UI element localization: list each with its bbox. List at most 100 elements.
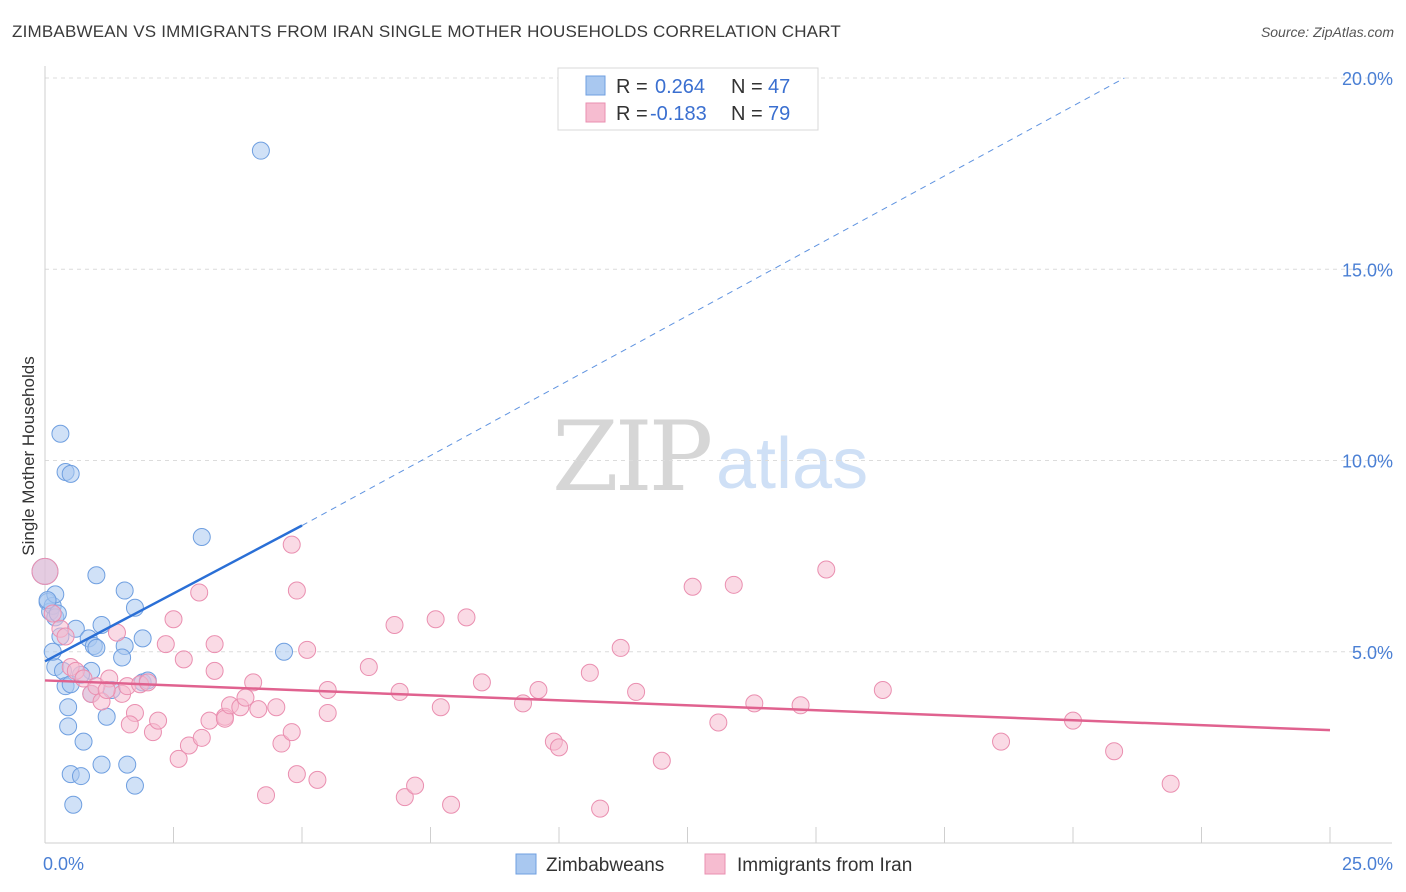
point-iran-61 (550, 738, 568, 757)
y-tick-label-0: 5.0% (1352, 643, 1393, 663)
point-iran-3 (56, 627, 75, 646)
point-iran-20 (156, 635, 175, 654)
point-iran-22 (174, 650, 193, 669)
legend-swatch-zimbabweans (585, 75, 606, 96)
point-zimbabweans-22 (97, 707, 116, 726)
point-iran-44 (298, 640, 317, 659)
point-zimbabweans-23 (59, 698, 78, 717)
watermark-atlas: atlas (716, 424, 868, 504)
point-iran-27 (200, 711, 219, 730)
legend-n-value-0: 47 (768, 76, 790, 98)
point-iran-71 (791, 696, 810, 715)
point-iran-28 (205, 661, 224, 680)
bottom-legend-swatch-iran (704, 853, 726, 875)
top-legend: R = 0.264 N = 47 R = -0.183 N = 79 (557, 67, 819, 131)
point-iran-67 (683, 577, 702, 596)
point-iran-25 (190, 583, 209, 602)
y-axis-title: Single Mother Households (19, 356, 38, 555)
point-iran-42 (287, 765, 306, 784)
x-tick-label-1: 25.0% (1342, 854, 1393, 874)
point-iran-49 (385, 615, 404, 634)
trend-lines (44, 77, 1331, 732)
point-iran-63 (591, 799, 610, 818)
point-iran-77 (1161, 774, 1180, 793)
point-zimbabweans-27 (71, 767, 90, 786)
point-iran-54 (431, 698, 450, 717)
point-iran-57 (472, 673, 491, 692)
y-tick-label-2: 15.0% (1342, 260, 1393, 280)
grid-lines (45, 77, 1392, 653)
point-iran-19 (149, 711, 168, 730)
x-tick-label-0: 0.0% (43, 854, 84, 874)
point-iran-73 (873, 681, 892, 699)
point-iran-55 (442, 795, 461, 814)
point-iran-48 (359, 658, 378, 677)
legend-n-label-1: N = (731, 103, 763, 125)
point-zimbabweans-41 (92, 755, 111, 774)
point-iran-50 (390, 682, 409, 701)
trend-line-zimbabweans (44, 524, 303, 663)
point-zimbabweans-9 (61, 464, 80, 483)
point-iran-65 (627, 682, 646, 701)
point-iran-76 (1105, 742, 1124, 761)
legend-n-value-1: 79 (768, 103, 790, 125)
point-zimbabweans-24 (59, 717, 78, 736)
point-zimbabweans-29 (87, 566, 106, 585)
tick-labels: 5.0% 10.0% 15.0% 20.0% 0.0% 25.0% (43, 69, 1393, 874)
point-iran-39 (272, 734, 291, 753)
point-iran-15 (138, 673, 157, 692)
point-iran-72 (817, 560, 836, 579)
point-iran-64 (611, 638, 630, 657)
point-zimbabweans-7 (51, 424, 70, 443)
point-zimbabweans-33 (113, 648, 132, 667)
point-iran-21 (164, 610, 183, 629)
chart-source: Source: ZipAtlas.com (1260, 24, 1394, 40)
point-zimbabweans-36 (118, 755, 137, 774)
point-iran-26 (192, 728, 211, 747)
legend-swatch-iran (585, 102, 606, 123)
point-zimbabweans-18 (87, 638, 106, 657)
bottom-legend-label-zimbabweans: Zimbabweans (546, 855, 664, 876)
point-iran-35 (244, 673, 263, 692)
point-iran-38 (267, 698, 286, 717)
point-iran-56 (457, 608, 476, 627)
point-iran-29 (205, 635, 224, 654)
y-tick-label-3: 20.0% (1342, 69, 1393, 89)
point-iran-41 (282, 535, 301, 554)
bottom-legend-swatch-zimbabweans (515, 853, 537, 875)
point-iran-78 (97, 681, 116, 699)
point-iran-52 (406, 776, 425, 795)
point-iran-66 (652, 751, 671, 770)
point-iran-74 (992, 732, 1011, 751)
point-zimbabweans-38 (192, 528, 211, 546)
series-iran-points (31, 535, 1180, 818)
point-zimbabweans-37 (125, 776, 144, 795)
point-iran-69 (724, 575, 743, 594)
bottom-legend-label-iran: Immigrants from Iran (737, 855, 912, 876)
legend-r-label-1: R = (616, 103, 648, 125)
point-zimbabweans-25 (74, 732, 93, 751)
point-iran-40 (282, 723, 301, 742)
point-iran-45 (308, 770, 327, 789)
point-zimbabweans-39 (251, 141, 270, 160)
point-iran-46 (318, 703, 337, 722)
point-iran-58 (514, 694, 533, 713)
legend-r-label-0: R = (616, 76, 648, 98)
point-iran-43 (287, 581, 306, 600)
trend-line-zimbabweans-extension (301, 77, 1125, 526)
point-iran-17 (120, 715, 139, 734)
chart-title: ZIMBABWEAN VS IMMIGRANTS FROM IRAN SINGL… (12, 22, 841, 41)
point-iran-53 (426, 610, 445, 629)
point-iran-59 (529, 681, 548, 699)
point-zimbabweans-34 (133, 629, 152, 648)
point-iran-68 (709, 713, 728, 732)
axes (44, 66, 1392, 844)
bottom-legend: Zimbabweans Immigrants from Iran (515, 853, 912, 876)
point-iran-0 (31, 557, 59, 585)
point-iran-51 (395, 788, 414, 807)
y-tick-label-1: 10.0% (1342, 452, 1393, 472)
point-iran-36 (249, 700, 268, 719)
point-iran-62 (580, 663, 599, 682)
trend-line-iran (44, 679, 1331, 732)
